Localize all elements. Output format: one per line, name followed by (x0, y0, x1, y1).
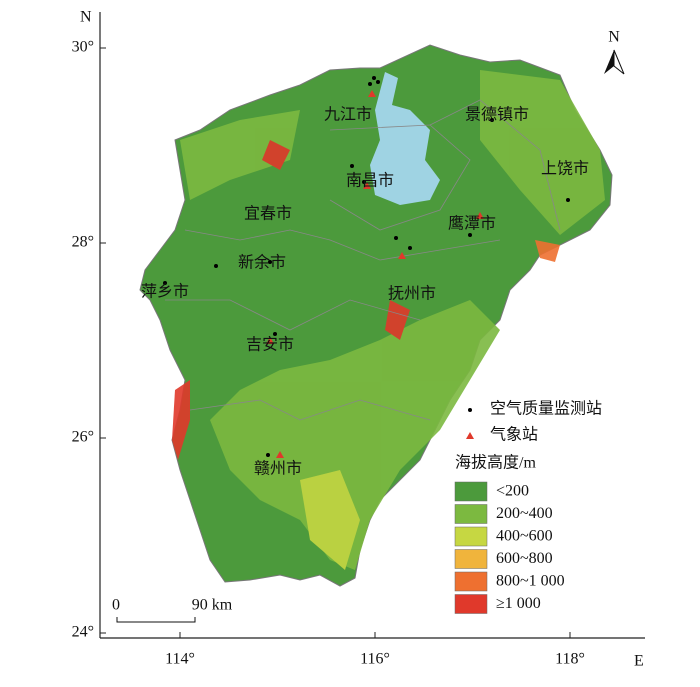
legend-weather-marker (466, 432, 474, 439)
city-label: 宜春市 (244, 205, 292, 223)
lat-tick-label: 30° (72, 39, 94, 56)
scale-bar (116, 617, 196, 623)
city-label: 九江市 (324, 106, 372, 124)
city-label: 南昌市 (346, 172, 394, 190)
weather-stations (266, 90, 484, 458)
air-stations (163, 76, 570, 457)
north-arrow-label: N (608, 29, 620, 46)
lat-tick-label: 28° (72, 234, 94, 251)
city-label: 赣州市 (254, 460, 302, 478)
legend-class-label: 400~600 (496, 528, 553, 545)
elevation-patches (172, 70, 605, 570)
north-arrow: N (604, 29, 625, 75)
legend-class-label: 600~800 (496, 550, 553, 567)
legend-swatch (454, 526, 488, 547)
lon-tick-label: 118° (555, 651, 585, 668)
legend-class-label: 800~1 000 (496, 573, 565, 590)
legend-air-label: 空气质量监测站 (490, 400, 602, 418)
city-label: 鹰潭市 (448, 215, 496, 233)
legend-class-label: <200 (496, 483, 529, 500)
scale-start: 0 (112, 597, 120, 614)
legend-class-label: 200~400 (496, 505, 553, 522)
city-label: 新余市 (238, 253, 286, 272)
legend-swatch (454, 549, 488, 569)
city-label: 景德镇市 (465, 106, 529, 124)
poyang-lake (370, 72, 440, 205)
boundaries (165, 99, 561, 421)
legend-swatch (454, 571, 488, 592)
legend-title: 海拔高度/m (455, 454, 536, 472)
city-label: 上饶市 (541, 160, 589, 178)
scale-end: 90 km (192, 597, 233, 614)
legend-swatch (454, 594, 488, 614)
city-label: 抚州市 (388, 285, 436, 303)
legend-air-marker (468, 408, 472, 412)
lat-tick-label: 26° (72, 429, 94, 446)
legend-weather-label: 气象站 (490, 426, 538, 444)
legend-swatch (454, 504, 488, 524)
lon-tick-label: 116° (360, 651, 390, 668)
lat-tick-label: 24° (72, 624, 94, 641)
axis-east-label: E (634, 653, 644, 670)
legend-class-label: ≥1 000 (496, 595, 541, 612)
city-label: 萍乡市 (141, 283, 189, 301)
legend-swatch (454, 481, 488, 502)
lon-tick-label: 114° (165, 651, 195, 668)
city-label: 吉安市 (246, 336, 294, 354)
axis-north-label: N (80, 9, 92, 26)
